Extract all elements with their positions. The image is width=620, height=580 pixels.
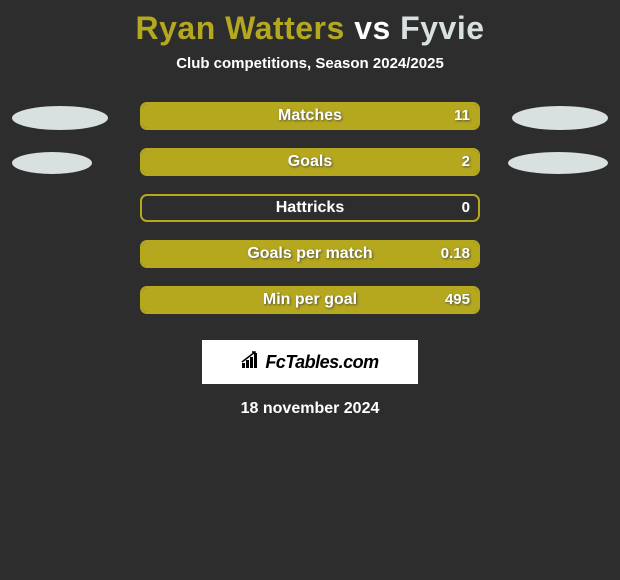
player2-name: Fyvie	[400, 10, 484, 46]
bar-track	[140, 102, 480, 130]
fctables-logo: FcTables.com	[202, 340, 418, 384]
bar-track	[140, 194, 480, 222]
vs-word: vs	[354, 10, 391, 46]
stat-row: Goals2	[0, 146, 620, 192]
stat-row: Goals per match0.18	[0, 238, 620, 284]
bar-chart-icon	[241, 351, 261, 374]
bar-track	[140, 240, 480, 268]
player1-name: Ryan Watters	[135, 10, 344, 46]
stat-row: Hattricks0	[0, 192, 620, 238]
bar-track	[140, 148, 480, 176]
left-ellipse	[12, 106, 108, 130]
right-ellipse	[512, 106, 608, 130]
stat-row: Matches11	[0, 100, 620, 146]
left-ellipse	[12, 152, 92, 174]
subtitle: Club competitions, Season 2024/2025	[0, 55, 620, 100]
bar-fill-right	[142, 150, 478, 174]
bar-fill-right	[142, 104, 478, 128]
comparison-title: Ryan Watters vs Fyvie	[0, 0, 620, 55]
bar-fill-right	[142, 288, 478, 312]
bar-fill-right	[142, 242, 478, 266]
comparison-chart: Matches11Goals2Hattricks0Goals per match…	[0, 100, 620, 330]
date-text: 18 november 2024	[0, 384, 620, 418]
right-ellipse	[508, 152, 608, 174]
stat-row: Min per goal495	[0, 284, 620, 330]
logo-text: FcTables.com	[265, 352, 378, 373]
bar-track	[140, 286, 480, 314]
